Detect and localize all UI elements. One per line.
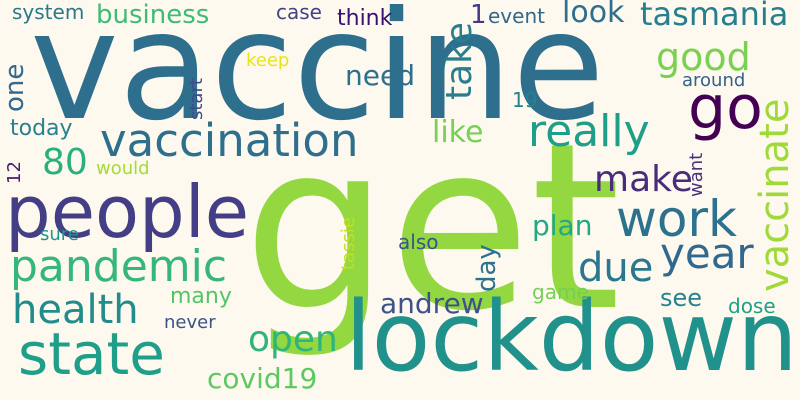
word-80: 80 [42,142,88,183]
word-pandemic: pandemic [10,241,228,292]
word-tasmania: tasmania [640,0,789,33]
word-vaccinate: vaccinate [752,98,798,292]
word-think: think [337,6,393,31]
word-need: need [345,59,415,92]
word-andrew: andrew [380,287,484,320]
word-dose: dose [728,294,776,318]
word-many: many [170,284,232,309]
word-one: one [0,63,30,112]
word-want: want [686,152,707,197]
word-covid19: covid19 [207,362,318,395]
word-keep: keep [246,50,290,71]
word-around: around [682,70,746,91]
word-sure: sure [40,224,79,245]
word-plan: plan [532,209,593,242]
word-business: business [96,0,210,30]
word-work: work [616,190,737,248]
word-tassie: tassie [338,217,359,270]
word-really: really [528,106,650,157]
word-19: 19 [512,88,538,112]
word-never: never [164,312,216,333]
word-1: 1 [470,0,487,30]
word-due: due [578,245,654,291]
word-take: take [439,22,480,100]
word-look: look [562,0,625,30]
word-people: people [5,170,250,254]
word-day: day [472,244,502,292]
word-also: also [398,230,439,254]
word-case: case [276,0,322,24]
word-today: today [10,116,73,141]
word-like: like [432,115,484,150]
word-go: go [688,73,763,143]
word-state: state [18,320,165,388]
word-vaccine: vaccine [30,0,605,154]
word-game: game [532,280,589,304]
word-good: good [656,35,751,79]
word-vaccination: vaccination [100,114,359,167]
word-open: open [248,319,338,360]
word-get: get [243,95,621,362]
word-system: system [12,0,85,24]
word-lockdown: lockdown [345,281,798,393]
word-make: make [594,159,693,200]
word-would: would [96,158,150,179]
word-health: health [12,287,139,333]
word-12: 12 [4,161,25,184]
word-start: start [186,78,207,120]
word-see: see [660,284,703,312]
word-year: year [660,229,754,278]
word-event: event [488,4,545,28]
